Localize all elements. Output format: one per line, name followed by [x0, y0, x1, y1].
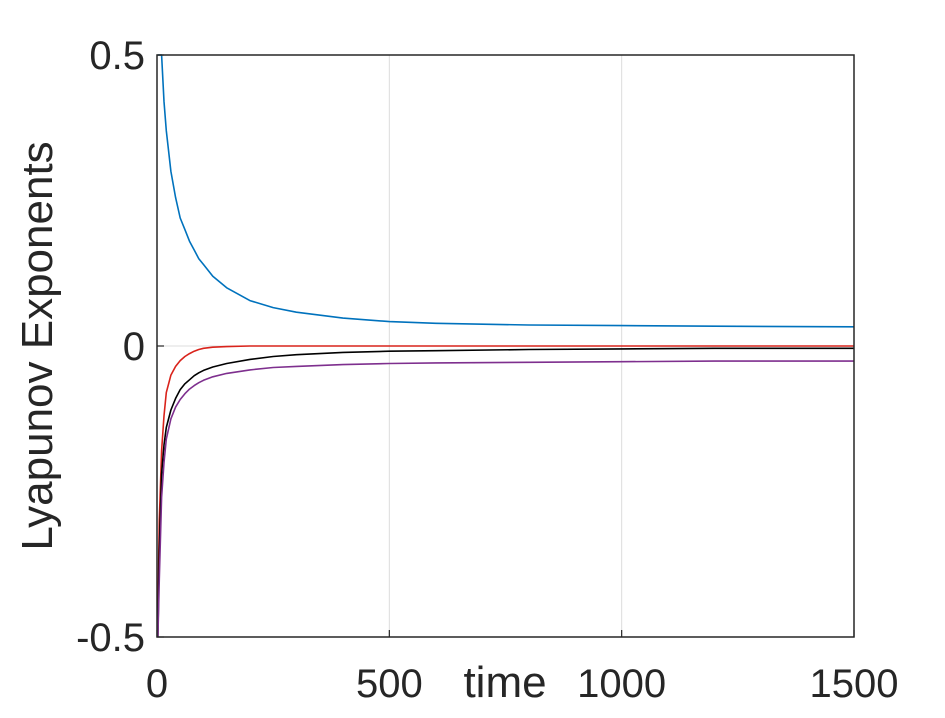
x-tick-label: 1500 — [810, 662, 899, 706]
series-lines — [157, 54, 855, 638]
y-axis-label: Lyapunov Exponents — [13, 141, 62, 550]
y-tick-label: -0.5 — [76, 616, 145, 660]
y-tick-label: 0 — [123, 325, 145, 369]
series-line-2 — [157, 345, 854, 608]
series-line-1 — [157, 54, 855, 328]
x-tick-label: 1000 — [577, 662, 666, 706]
x-tick-label: 500 — [356, 662, 423, 706]
series-line-4 — [157, 360, 854, 638]
x-axis-label: time — [463, 658, 546, 707]
tick-labels: 0 500 1000 1500-0.500.5 — [76, 34, 898, 706]
axis-ticks — [156, 54, 855, 638]
x-tick-label: 0 — [146, 662, 168, 706]
y-tick-label: 0.5 — [89, 34, 145, 78]
series-line-3 — [157, 347, 854, 638]
